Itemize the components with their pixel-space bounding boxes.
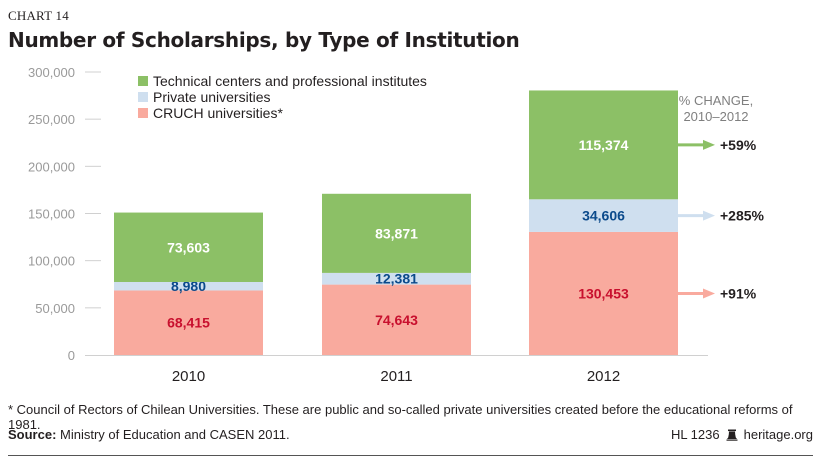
bar-segment — [114, 290, 263, 355]
data-label: 115,374 — [579, 137, 629, 153]
bar-segment — [529, 90, 678, 200]
source-line: Source: Ministry of Education and CASEN … — [8, 427, 290, 442]
data-label: 73,603 — [167, 239, 210, 255]
legend-label: CRUCH universities* — [153, 105, 283, 121]
source-label: Source: — [8, 427, 57, 442]
legend-label: Technical centers and professional insti… — [153, 73, 427, 89]
change-value: +59% — [720, 137, 757, 153]
credit: HL 1236 heritage.org — [671, 427, 813, 442]
bar-segment — [529, 199, 678, 232]
change-value: +285% — [720, 208, 765, 224]
legend-label: Private universities — [153, 89, 271, 105]
footnote: * Council of Rectors of Chilean Universi… — [8, 402, 793, 432]
x-tick-label: 2011 — [380, 368, 412, 385]
y-tick-label: 0 — [68, 348, 75, 363]
data-label: 74,643 — [375, 312, 418, 328]
liberty-bell-icon — [726, 429, 738, 441]
bar-segment — [322, 272, 471, 285]
y-tick-label: 150,000 — [28, 207, 75, 222]
source-text: Ministry of Education and CASEN 2011. — [56, 427, 290, 442]
chart-number-label: CHART 14 — [8, 8, 69, 23]
legend-swatch — [138, 76, 148, 86]
stacked-bar-chart: 0 50,000 100,000 150,000 200,000 250,000 300,0… — [28, 65, 765, 385]
chart-title: Number of Scholarships, by Type of Insti… — [8, 28, 520, 52]
change-value: +91% — [720, 285, 757, 301]
bottom-rule — [8, 455, 813, 456]
y-tick-label: 300,000 — [28, 65, 75, 80]
data-label: 8,980 — [171, 278, 206, 294]
x-tick-label: 2012 — [587, 368, 620, 385]
x-tick-label: 2010 — [172, 368, 205, 385]
data-label: 68,415 — [167, 315, 210, 331]
y-tick-label: 100,000 — [28, 254, 75, 269]
change-arrow-head — [703, 288, 715, 299]
legend-swatch — [138, 108, 148, 118]
report-id: HL 1236 — [670, 427, 720, 442]
change-arrow-head — [703, 210, 715, 221]
data-label: 83,871 — [375, 225, 418, 241]
data-label: 12,381 — [375, 271, 418, 287]
bar-segment — [529, 231, 678, 355]
y-tick-label: 250,000 — [28, 112, 75, 127]
data-label: 34,606 — [582, 208, 625, 224]
y-tick-label: 50,000 — [35, 301, 75, 316]
change-heading: % CHANGE, — [679, 93, 753, 108]
legend-swatch — [138, 92, 148, 102]
y-tick-label: 200,000 — [28, 159, 75, 174]
change-heading: 2010–2012 — [683, 109, 748, 124]
bar-segment — [114, 212, 263, 282]
site-name: heritage.org — [743, 427, 813, 442]
bar-segment — [114, 281, 263, 291]
change-arrow-head — [703, 139, 715, 150]
data-label: 130,453 — [578, 285, 629, 301]
bar-segment — [322, 193, 471, 273]
bar-segment — [322, 284, 471, 355]
